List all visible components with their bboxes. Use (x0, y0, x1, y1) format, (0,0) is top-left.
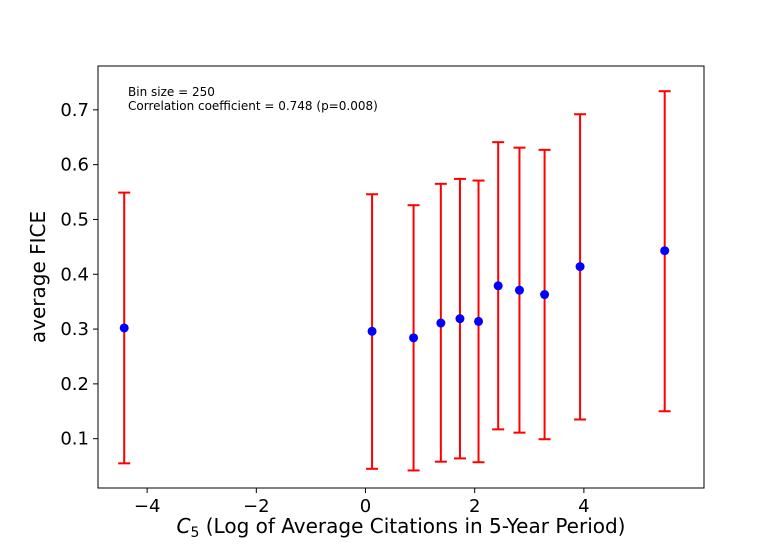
x-tick-label: 4 (578, 496, 589, 517)
data-point (455, 314, 465, 324)
annotation-bin-size: Bin size = 250 (128, 85, 215, 99)
x-tick-label: −4 (134, 496, 161, 517)
y-tick-label: 0.5 (60, 209, 89, 230)
y-tick-label: 0.3 (60, 319, 89, 340)
data-point (514, 285, 524, 295)
y-axis-ticks: 0.1 0.2 0.3 0.4 0.5 0.6 0.7 (60, 100, 98, 450)
y-tick-label: 0.2 (60, 374, 89, 395)
data-point (540, 290, 550, 300)
data-point (409, 333, 419, 343)
x-axis-label-text: (Log of Average Citations in 5-Year Peri… (199, 514, 625, 538)
x-axis-ticks: −4 −2 0 2 4 (134, 488, 590, 517)
y-axis-label: average FICE (26, 211, 50, 343)
data-point (367, 326, 377, 336)
y-tick-label: 0.4 (60, 264, 89, 285)
data-points (119, 246, 670, 343)
x-tick-label: −2 (243, 496, 270, 517)
x-axis-label: C5 (Log of Average Citations in 5-Year P… (177, 514, 626, 541)
x-tick-label: 2 (469, 496, 480, 517)
x-axis-label-subscript: 5 (190, 525, 199, 541)
y-tick-label: 0.6 (60, 155, 89, 176)
data-point (575, 262, 585, 272)
y-tick-label: 0.7 (60, 100, 89, 121)
y-tick-label: 0.1 (60, 429, 89, 450)
data-point (119, 323, 129, 333)
x-tick-label: 0 (360, 496, 371, 517)
x-axis-label-var: C (177, 514, 191, 538)
data-point (493, 281, 503, 291)
error-bars (118, 90, 671, 472)
data-point (660, 246, 670, 256)
plot-frame (97, 65, 705, 489)
data-point (436, 318, 446, 328)
annotation-correlation: Correlation coefficient = 0.748 (p=0.008… (128, 99, 378, 113)
data-point (474, 316, 484, 326)
